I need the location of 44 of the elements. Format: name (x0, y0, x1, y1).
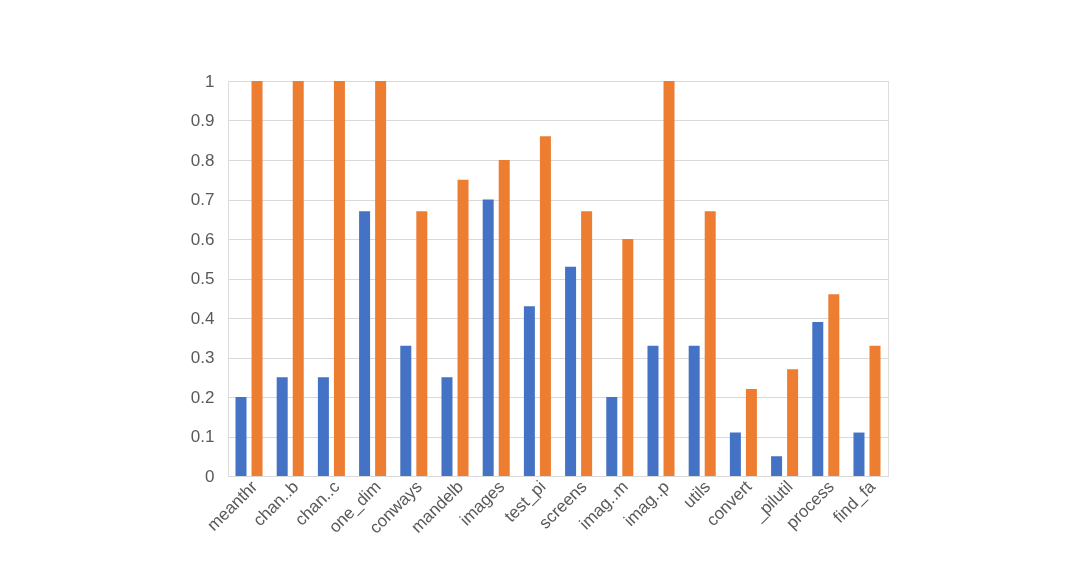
bar (606, 397, 618, 476)
bar (539, 136, 551, 476)
y-tick-label: 0.5 (190, 269, 215, 288)
bar (276, 377, 288, 476)
y-tick-label: 0.1 (190, 427, 215, 446)
bar (375, 81, 387, 476)
bar (663, 81, 675, 476)
bar (457, 179, 469, 476)
bar (787, 369, 799, 476)
bar (704, 211, 716, 476)
bar (853, 432, 865, 476)
bar (565, 266, 577, 476)
bar (359, 211, 371, 476)
bar (647, 345, 659, 476)
bar (869, 345, 881, 476)
bar (745, 389, 757, 476)
y-tick-label: 0.6 (190, 229, 215, 249)
bar (317, 377, 329, 476)
bar (812, 321, 824, 476)
y-tick-label: 0.3 (190, 348, 215, 367)
y-tick-label: 0.7 (190, 190, 215, 209)
y-tick-label: 0 (205, 466, 215, 486)
y-tick-label: 0.2 (190, 387, 215, 407)
bar (400, 345, 412, 476)
x-tick-label: utils (679, 477, 715, 512)
bar (441, 377, 453, 476)
bar (771, 456, 783, 476)
bar (235, 397, 247, 476)
bar (688, 345, 700, 476)
bar (622, 239, 634, 476)
bar (828, 294, 840, 476)
bar (333, 81, 345, 476)
y-tick-label: 0.8 (190, 150, 215, 170)
bar (416, 211, 428, 476)
bar (482, 199, 494, 476)
bar (498, 160, 510, 476)
y-tick-label: 1 (205, 71, 215, 91)
y-tick-label: 0.9 (190, 111, 215, 130)
bar (251, 81, 263, 476)
y-tick-label: 0.4 (190, 308, 215, 328)
bar (523, 306, 535, 476)
bar (581, 211, 593, 476)
bar (292, 81, 304, 476)
bar (729, 432, 741, 476)
